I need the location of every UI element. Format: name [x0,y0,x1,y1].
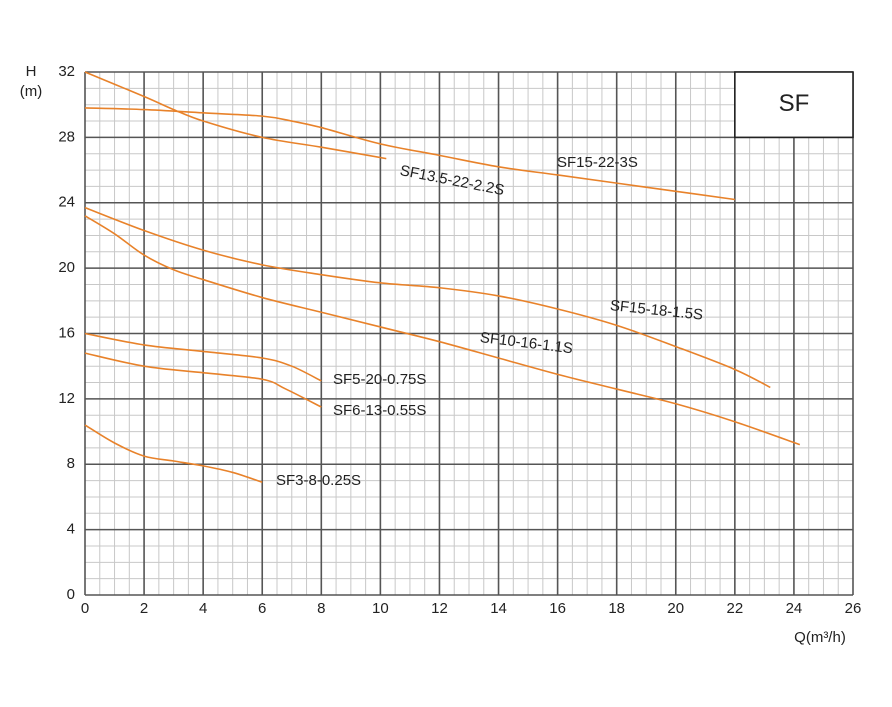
x-tick-label: 16 [549,600,566,617]
curve-label: SF13.5-22-2.2S [398,162,505,199]
y-tick-label: 20 [58,259,75,276]
x-tick-label: 18 [608,600,625,617]
curve-label: SF6-13-0.55S [333,402,426,419]
x-tick-label: 24 [786,600,803,617]
chart-title: SF [779,90,810,117]
x-tick-label: 12 [431,600,448,617]
curve [84,332,322,382]
curve-label: SF5-20-0.75S [333,371,426,388]
curve [84,215,801,446]
y-axis-label: H [26,63,37,80]
y-tick-label: 16 [58,324,75,341]
y-tick-label: 12 [58,390,75,407]
curve-label: SF3-8-0.25S [276,472,361,489]
y-tick-label: 0 [67,586,75,603]
x-tick-label: 0 [81,600,89,617]
x-tick-label: 14 [490,600,507,617]
x-tick-label: 22 [727,600,744,617]
x-tick-label: 8 [317,600,325,617]
x-tick-label: 10 [372,600,389,617]
y-tick-label: 8 [67,455,75,472]
x-tick-label: 6 [258,600,266,617]
curve [84,107,735,201]
y-tick-label: 4 [67,521,75,538]
curve [84,424,263,483]
title-box [734,71,854,139]
x-tick-label: 20 [667,600,684,617]
y-tick-label: 32 [58,63,75,80]
curve [84,206,771,389]
x-tick-label: 2 [140,600,148,617]
x-tick-label: 26 [845,600,862,617]
y-tick-label: 24 [58,194,75,211]
y-tick-label: 28 [58,128,75,145]
x-axis-label: Q(m³/h) [794,629,846,646]
y-axis-label: (m) [20,83,43,100]
curve [84,71,387,160]
curve [84,352,322,408]
curve-label: SF15-22-3S [557,154,638,171]
x-tick-label: 4 [199,600,207,617]
